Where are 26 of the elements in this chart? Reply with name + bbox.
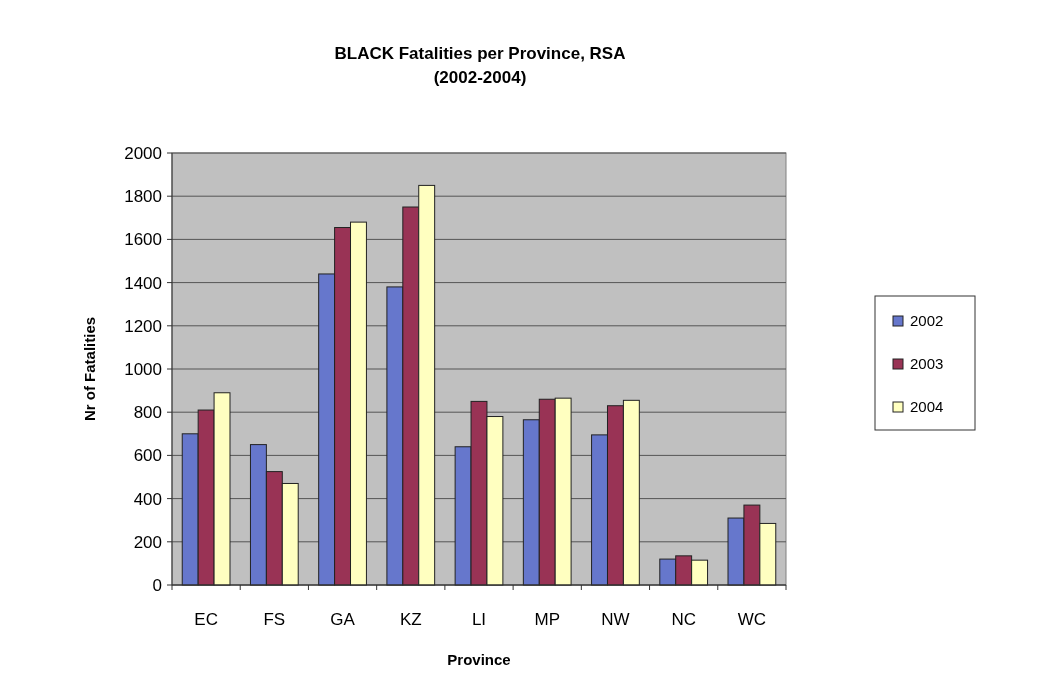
y-tick-label: 600 bbox=[133, 446, 162, 466]
y-axis-title: Nr of Fatalities bbox=[81, 316, 98, 422]
x-tick-label: FS bbox=[263, 610, 286, 629]
x-tick-label: KZ bbox=[399, 610, 422, 629]
y-tick-label: 2000 bbox=[124, 143, 162, 163]
y-tick-label: 1400 bbox=[124, 273, 162, 293]
x-tick-label: GA bbox=[330, 610, 356, 629]
y-tick-label: 1600 bbox=[124, 230, 162, 250]
x-axis-title: Province bbox=[447, 651, 511, 668]
y-tick-label: 800 bbox=[133, 403, 162, 423]
y-tick-label: 400 bbox=[133, 489, 162, 509]
x-tick-label: NC bbox=[671, 610, 696, 629]
x-tick-label: NW bbox=[601, 610, 630, 629]
legend-label: 2003 bbox=[910, 355, 944, 373]
y-tick-label: 1800 bbox=[124, 187, 162, 207]
x-tick-label: WC bbox=[737, 610, 767, 629]
chart-title: BLACK Fatalities per Province, RSA (2002-2004) bbox=[334, 44, 626, 87]
x-tick-label: LI bbox=[471, 610, 487, 629]
y-tick-label: 1200 bbox=[124, 316, 162, 336]
legend-label: 2004 bbox=[910, 398, 944, 416]
x-tick-label: EC bbox=[194, 610, 218, 629]
legend-label: 2002 bbox=[910, 312, 944, 330]
y-tick-label: 0 bbox=[152, 575, 162, 595]
x-tick-label: MP bbox=[534, 610, 560, 629]
y-tick-label: 1000 bbox=[124, 359, 162, 379]
y-tick-label: 200 bbox=[133, 532, 162, 552]
